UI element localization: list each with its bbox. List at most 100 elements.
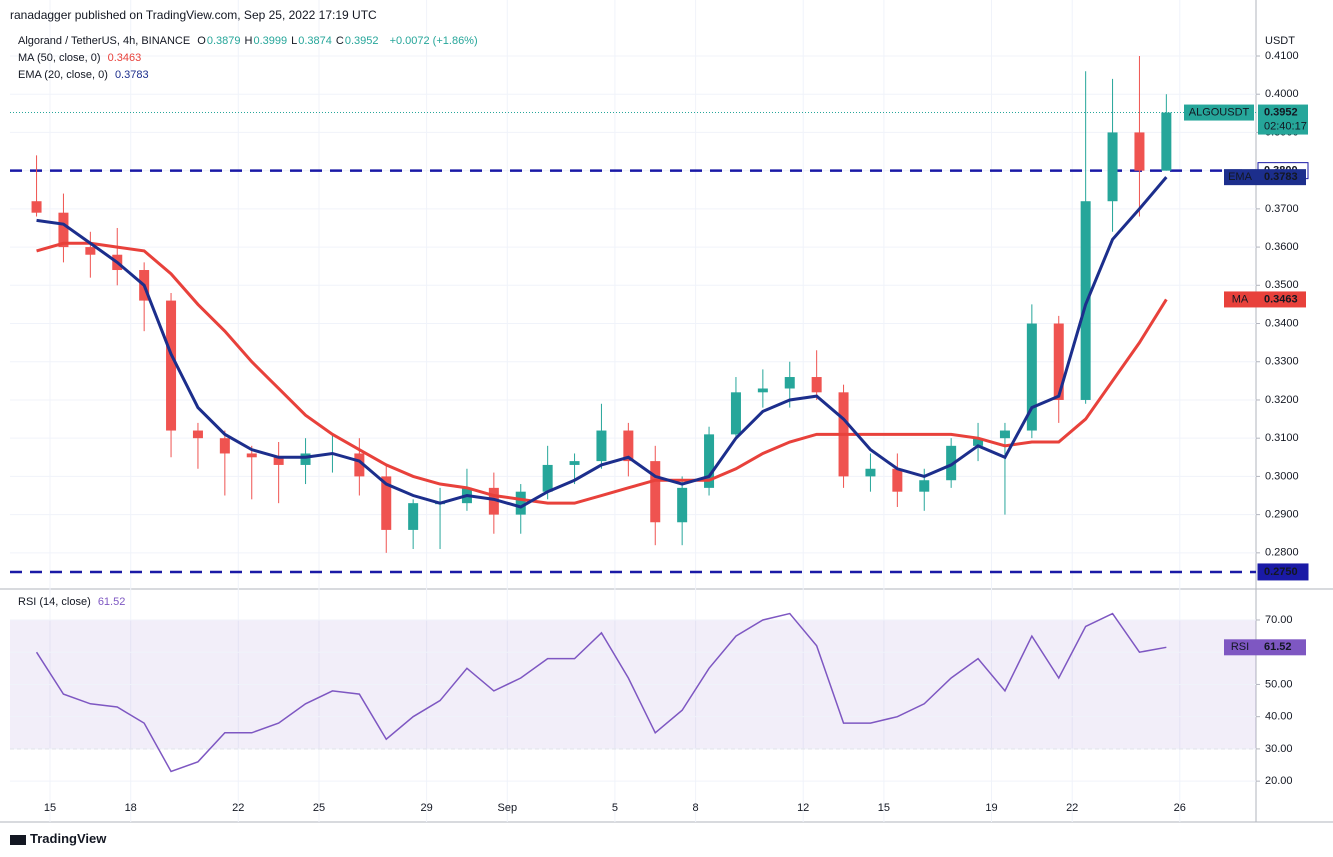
candle-body	[973, 438, 984, 446]
x-tick-label: 19	[985, 802, 997, 814]
candle-body	[919, 480, 930, 492]
level-label-box	[1257, 563, 1309, 581]
axis-tag-box	[1224, 639, 1306, 656]
ohlc-key: H	[244, 35, 253, 47]
candle-body	[569, 461, 580, 465]
x-tick-label: Sep	[498, 802, 518, 814]
y-tick-label: 30.00	[1265, 743, 1293, 755]
ohlc-value: 0.3879	[206, 35, 241, 47]
ema-value: 0.3783	[114, 69, 149, 81]
candle-body	[31, 201, 42, 213]
symbol-box	[1184, 104, 1254, 121]
candle-body	[946, 445, 957, 481]
y-tick-label: 40.00	[1265, 711, 1293, 723]
candle-body	[677, 487, 688, 523]
ohlc-key: L	[291, 35, 298, 47]
y-tick-label: 0.3500	[1265, 279, 1299, 291]
candle-body	[488, 487, 499, 515]
candle-body	[515, 491, 526, 515]
x-tick-label: 12	[797, 802, 809, 814]
candle-body	[730, 392, 741, 435]
candle-body	[1053, 323, 1064, 400]
x-tick-label: 26	[1174, 802, 1186, 814]
x-tick-label: 5	[612, 802, 618, 814]
candle-body	[704, 434, 715, 488]
currency: USDT	[1265, 35, 1295, 47]
candle-body	[166, 300, 177, 431]
candle-body	[1026, 323, 1037, 431]
y-tick-label: 0.2800	[1265, 547, 1299, 559]
axis-tag: MA	[1232, 293, 1249, 305]
level-label: 0.2750	[1264, 566, 1298, 578]
y-tick-label: 50.00	[1265, 678, 1293, 690]
publisher: ranadagger published on TradingView.com,…	[10, 8, 377, 22]
candle-body	[623, 430, 634, 462]
candle-body	[650, 461, 661, 523]
ohlc-value: 0.3952	[344, 35, 379, 47]
candle-body	[58, 212, 69, 248]
y-tick-label: 0.4000	[1265, 88, 1299, 100]
candle-body	[784, 377, 795, 389]
y-tick-label: 0.3700	[1265, 203, 1299, 215]
ma-value: 0.3463	[107, 52, 142, 64]
candle-body	[408, 503, 419, 530]
y-tick-label: 70.00	[1265, 614, 1293, 626]
axis-tag-value: 0.3463	[1264, 293, 1298, 305]
axis-tag-box	[1224, 291, 1306, 308]
candle-body	[892, 468, 903, 492]
ohlc: O0.3879 H0.3999 L0.3874 C0.3952	[197, 35, 382, 47]
y-tick-label: 0.2900	[1265, 509, 1299, 521]
y-tick-label: 0.3400	[1265, 317, 1299, 329]
brand-text: TradingView	[30, 831, 107, 846]
candle-body	[865, 468, 876, 477]
y-tick-label: 0.3100	[1265, 432, 1299, 444]
axis-tag-value: 0.3783	[1264, 171, 1298, 183]
ohlc-value: 0.3874	[298, 35, 332, 47]
candle-body	[381, 476, 392, 530]
legend-rsi: RSI (14, close) 61.52	[18, 596, 129, 608]
x-tick-label: 22	[232, 802, 244, 814]
candle-body	[273, 457, 284, 465]
axis-tag: EMA	[1228, 171, 1253, 183]
symbol-tag: ALGOUSDT	[1189, 106, 1250, 118]
y-tick-label: 0.4100	[1265, 50, 1299, 62]
axis-tag-value: 61.52	[1264, 641, 1292, 653]
ohlc-value: 0.3999	[253, 35, 288, 47]
legend-ema: EMA (20, close, 0) 0.3783	[18, 69, 153, 81]
candle-body	[192, 430, 203, 439]
candle-body	[85, 247, 96, 255]
legend-main: Algorand / TetherUS, 4h, BINANCE O0.3879…	[18, 35, 482, 47]
last-price-box	[1258, 104, 1308, 135]
candle-body	[757, 388, 768, 393]
brand-logo	[10, 834, 26, 845]
axis-tag: RSI	[1231, 641, 1249, 653]
ma-name: MA (50, close, 0)	[18, 52, 101, 64]
candle-body	[542, 464, 553, 492]
rsi-name: RSI (14, close)	[18, 596, 91, 608]
y-tick-label: 0.3300	[1265, 356, 1299, 368]
x-tick-label: 15	[878, 802, 890, 814]
y-tick-label: 0.3200	[1265, 394, 1299, 406]
rsi-value: 61.52	[97, 596, 126, 608]
candle-body	[1134, 132, 1145, 171]
candle-body	[1107, 132, 1118, 202]
axis-tag-box	[1224, 169, 1306, 186]
ohlc-key: O	[197, 35, 206, 47]
countdown: 02:40:17	[1264, 120, 1307, 132]
change: +0.0072 (+1.86%)	[389, 35, 478, 47]
ema-name: EMA (20, close, 0)	[18, 69, 108, 81]
candle-body	[596, 430, 607, 462]
symbol: Algorand / TetherUS, 4h, BINANCE	[18, 35, 191, 47]
brand: TradingView	[10, 831, 110, 846]
x-tick-label: 29	[420, 802, 432, 814]
x-tick-label: 8	[693, 802, 699, 814]
candle-body	[300, 453, 311, 465]
rsi-line	[35, 612, 1167, 773]
x-tick-label: 25	[313, 802, 325, 814]
candle-body	[1161, 112, 1172, 171]
candle-body	[219, 438, 230, 454]
ohlc-key: C	[335, 35, 344, 47]
y-tick-label: 0.3600	[1265, 241, 1299, 253]
overlay-line	[36, 241, 1168, 505]
